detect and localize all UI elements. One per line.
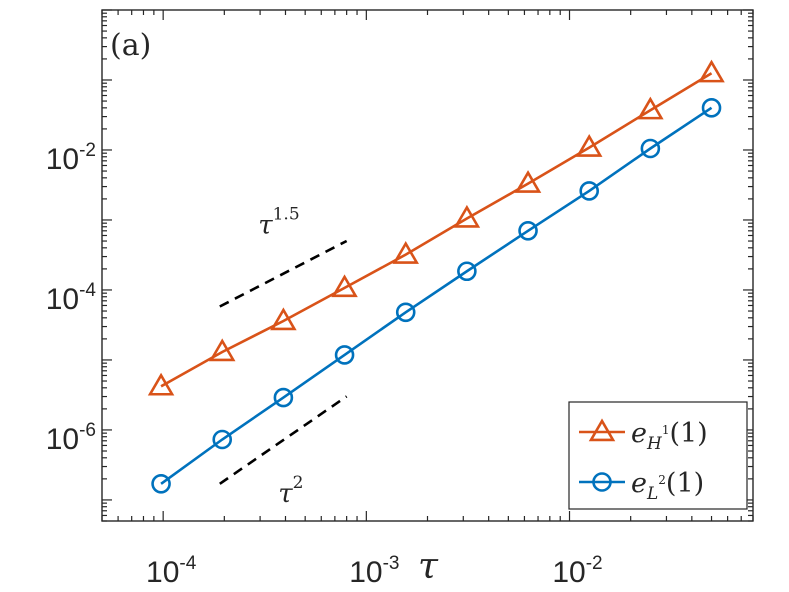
data-point: [457, 261, 477, 282]
y-tick-label: 10-2: [46, 140, 96, 176]
legend-item: eH1(1): [579, 418, 708, 454]
legend-swatch-marker: [588, 418, 616, 442]
y-tick-label: 10-4: [46, 280, 97, 316]
data-point: [698, 59, 725, 83]
slope-label-1: τ1.5: [258, 205, 299, 241]
x-tick-label: 10-2: [552, 553, 602, 589]
data-point: [453, 204, 481, 228]
x-tick-label: 10-3: [349, 553, 399, 589]
x-axis-label: τ: [418, 546, 439, 587]
panel-label: (a): [110, 28, 151, 63]
data-point: [575, 134, 603, 157]
data-point: [392, 241, 419, 264]
series-2: [151, 98, 722, 494]
series-line: [160, 106, 713, 485]
data-point: [640, 138, 661, 159]
y-tick-label: 10-6: [46, 420, 96, 456]
x-tick-label: 10-4: [146, 553, 197, 589]
axis-ticks: 10-4 10-3 10-2 10-2 10-4 10-6: [46, 9, 754, 589]
slope-line-2: [219, 395, 348, 485]
data-point: [270, 307, 297, 331]
data-point: [395, 302, 416, 323]
legend-item: eL2(1): [579, 468, 704, 504]
series-line: [160, 72, 713, 388]
series-group: [147, 59, 725, 494]
data-point: [151, 474, 171, 494]
legend-label: eL2(1): [631, 468, 704, 504]
slope-line-1: [219, 239, 348, 308]
slope-label-2: τ2: [278, 473, 303, 509]
data-point: [518, 221, 538, 241]
data-point: [514, 170, 542, 193]
data-point: [273, 387, 294, 408]
legend: eH1(1) eL2(1): [568, 401, 748, 510]
series-1: [147, 59, 725, 396]
data-point: [701, 98, 722, 118]
data-point: [579, 181, 600, 201]
data-point: [212, 429, 233, 450]
data-point: [637, 96, 664, 120]
slope-annotations: τ1.5 τ2: [219, 205, 348, 509]
legend-label: eH1(1): [631, 418, 708, 454]
data-point: [331, 274, 358, 298]
data-point: [147, 372, 175, 396]
data-point: [334, 345, 355, 365]
data-point: [208, 338, 236, 362]
legend-swatch-marker: [592, 472, 612, 492]
